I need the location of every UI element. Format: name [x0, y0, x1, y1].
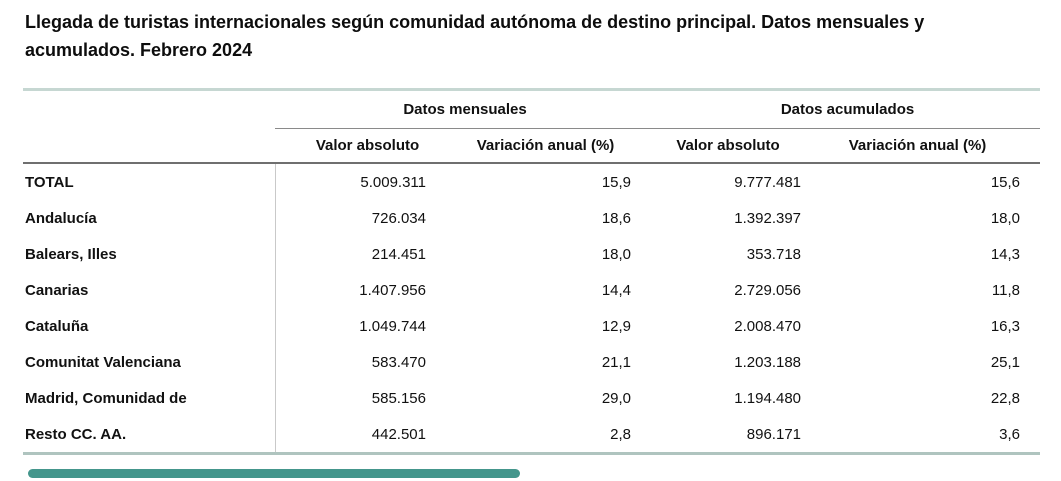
- table-row-resto: Resto CC. AA. 442.501 2,8 896.171 3,6: [23, 416, 1040, 454]
- monthly-absolute-cell: 442.501: [274, 416, 460, 454]
- table-row-canarias: Canarias 1.407.956 14,4 2.729.056 11,8: [23, 272, 1040, 308]
- column-header-row: Valor absoluto Variación anual (%) Valor…: [23, 128, 1041, 164]
- monthly-absolute-cell: 1.407.956: [274, 272, 460, 308]
- table-row-valenciana: Comunitat Valenciana 583.470 21,1 1.203.…: [23, 344, 1040, 380]
- table-row-balears: Balears, Illes 214.451 18,0 353.718 14,3: [23, 236, 1040, 272]
- table-row-madrid: Madrid, Comunidad de 585.156 29,0 1.194.…: [23, 380, 1040, 416]
- cumulative-variation-cell: 25,1: [990, 353, 1021, 371]
- cumulative-absolute-cell: 1.392.397: [734, 209, 802, 227]
- monthly-variation-cell: 18,6: [601, 209, 632, 227]
- cumulative-variation-cell: 16,3: [990, 317, 1021, 335]
- cumulative-variation-cell: 22,8: [990, 389, 1021, 407]
- horizontal-scrollbar-thumb[interactable]: [28, 469, 520, 478]
- page-title: Llegada de turistas internacionales segú…: [25, 12, 925, 60]
- cumulative-absolute-cell: 896.171: [746, 425, 802, 443]
- row-label-cell: Madrid, Comunidad de: [25, 389, 187, 407]
- cumulative-absolute-cell: 1.194.480: [734, 389, 802, 407]
- cumulative-variation-cell: 3,6: [999, 425, 1021, 443]
- empty-corner-cell: [23, 90, 275, 129]
- empty-subheader-cell: [23, 128, 275, 164]
- cumulative-variation-cell: 14,3: [990, 245, 1021, 263]
- col-header-monthly-variation: Variación anual (%): [460, 128, 656, 164]
- cumulative-absolute-cell: 2.008.470: [734, 317, 802, 335]
- table-row-total: TOTAL 5.009.311 15,9 9.777.481 15,6: [23, 163, 1040, 200]
- monthly-variation-cell: 29,0: [601, 389, 632, 407]
- cumulative-absolute-cell: 2.729.056: [734, 281, 802, 299]
- table-row-cataluna: Cataluña 1.049.744 12,9 2.008.470 16,3: [23, 308, 1040, 344]
- monthly-variation-cell: 12,9: [601, 317, 632, 335]
- monthly-absolute-cell: 726.034: [274, 200, 460, 236]
- column-group-monthly: Datos mensuales: [275, 89, 656, 129]
- row-label-cell: Cataluña: [25, 317, 89, 335]
- monthly-variation-cell: 21,1: [601, 353, 632, 371]
- monthly-absolute-cell: 583.470: [274, 344, 460, 380]
- monthly-absolute-cell: 1.049.744: [274, 308, 460, 344]
- monthly-absolute-cell: 214.451: [274, 236, 460, 272]
- column-group-cumulative: Datos acumulados: [655, 89, 1041, 129]
- cumulative-variation-cell: 15,6: [990, 173, 1021, 191]
- row-label-cell: TOTAL: [25, 173, 74, 191]
- col-header-cumulative-absolute: Valor absoluto: [655, 128, 816, 164]
- tourist-arrivals-table: Datos mensuales Datos acumulados Valor a…: [23, 88, 1041, 455]
- monthly-absolute-cell: 5.009.311: [274, 163, 460, 200]
- cumulative-variation-cell: 11,8: [991, 281, 1021, 299]
- monthly-variation-cell: 2,8: [610, 425, 632, 443]
- cumulative-absolute-cell: 1.203.188: [734, 353, 802, 371]
- table-row-andalucia: Andalucía 726.034 18,6 1.392.397 18,0: [23, 200, 1040, 236]
- col-header-monthly-absolute: Valor absoluto: [275, 128, 460, 164]
- cumulative-absolute-cell: 353.718: [746, 245, 802, 263]
- row-label-cell: Balears, Illes: [25, 245, 117, 263]
- row-label-cell: Resto CC. AA.: [25, 425, 127, 443]
- monthly-variation-cell: 18,0: [601, 245, 632, 263]
- row-label-cell: Canarias: [25, 281, 89, 299]
- column-group-header-row: Datos mensuales Datos acumulados: [23, 89, 1041, 129]
- row-label-cell: Comunitat Valenciana: [25, 353, 181, 371]
- cumulative-absolute-cell: 9.777.481: [734, 173, 802, 191]
- monthly-variation-cell: 15,9: [601, 173, 632, 191]
- col-header-cumulative-variation: Variación anual (%): [815, 128, 1041, 164]
- monthly-absolute-cell: 585.156: [274, 380, 460, 416]
- row-label-cell: Andalucía: [25, 209, 97, 227]
- cumulative-variation-cell: 18,0: [990, 209, 1021, 227]
- monthly-variation-cell: 14,4: [601, 281, 632, 299]
